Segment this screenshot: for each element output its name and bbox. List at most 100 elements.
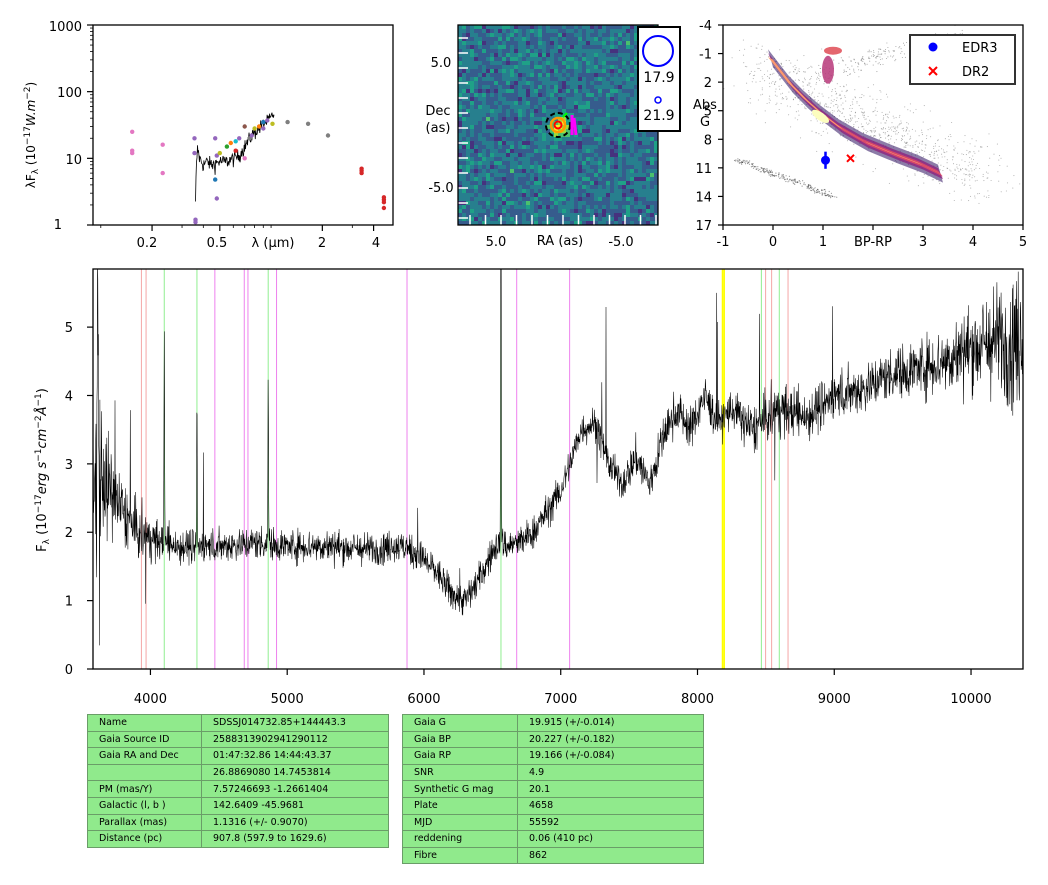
image-pixel <box>514 89 519 94</box>
hrd-star <box>815 81 818 84</box>
image-pixel <box>554 133 559 138</box>
hrd-star <box>964 178 966 180</box>
image-pixel <box>498 105 503 110</box>
image-pixel <box>570 217 575 222</box>
image-pixel <box>590 133 595 138</box>
hrd-star <box>780 62 782 64</box>
image-pixel <box>566 181 571 186</box>
hrd-star <box>752 167 755 169</box>
image-pixel <box>610 217 615 222</box>
image-pixel <box>630 45 635 50</box>
hrd-star <box>780 84 783 87</box>
image-pixel <box>478 41 483 46</box>
image-pixel <box>650 217 655 222</box>
image-pixel <box>554 85 559 90</box>
hrd-star <box>735 159 737 161</box>
hrd-star <box>864 62 866 64</box>
image-pixel <box>490 177 495 182</box>
image-pixel <box>466 93 471 98</box>
image-pixel <box>502 197 507 202</box>
image-pixel <box>590 61 595 66</box>
image-pixel <box>522 177 527 182</box>
image-pixel <box>610 37 615 42</box>
image-pixel <box>578 153 583 158</box>
hrd-star <box>836 92 838 94</box>
hrd-star <box>975 140 977 142</box>
image-pixel <box>534 173 539 178</box>
image-pixel <box>458 181 463 186</box>
image-pixel <box>622 105 627 110</box>
image-pixel <box>546 77 551 82</box>
image-pixel <box>534 45 539 50</box>
image-pixel <box>614 145 619 150</box>
image-pixel <box>570 205 575 210</box>
image-pixel <box>614 41 619 46</box>
image-pixel <box>526 65 531 70</box>
image-pixel <box>606 153 611 158</box>
image-pixel <box>522 157 527 162</box>
image-pixel <box>626 209 631 214</box>
image-pixel <box>582 125 587 130</box>
hrd-star <box>884 51 886 53</box>
image-pixel <box>558 53 563 58</box>
image-pixel <box>526 121 531 126</box>
hrd-star <box>808 188 810 190</box>
image-pixel <box>570 141 575 146</box>
image-pixel <box>634 81 639 86</box>
image-pixel <box>634 189 639 194</box>
image-pixel <box>470 197 475 202</box>
info-value: 01:47:32.86 14:44:43.37 <box>201 747 389 765</box>
image-pixel <box>570 185 575 190</box>
image-pixel <box>470 73 475 78</box>
hrd-star <box>814 190 816 193</box>
image-pixel <box>566 177 571 182</box>
hrd-star <box>764 80 766 82</box>
image-pixel <box>594 45 599 50</box>
hrd-star <box>819 192 821 194</box>
image-pixel <box>574 153 579 158</box>
image-pixel <box>594 125 599 130</box>
hrd-star <box>810 75 813 78</box>
image-pixel <box>510 181 515 186</box>
hrd-star <box>803 71 805 73</box>
image-pixel <box>542 125 547 130</box>
hrd-star <box>766 51 768 53</box>
hrd-star <box>916 170 918 172</box>
image-pixel <box>494 213 499 218</box>
hrd-star <box>872 64 874 66</box>
hrd-star <box>750 102 752 104</box>
image-pixel <box>650 153 655 158</box>
image-pixel <box>458 93 463 98</box>
image-pixel <box>474 161 479 166</box>
image-pixel <box>546 45 551 50</box>
image-pixel <box>478 33 483 38</box>
image-pixel <box>614 197 619 202</box>
image-pixel <box>478 109 483 114</box>
image-pixel <box>518 185 523 190</box>
hrd-star <box>856 120 858 123</box>
spectrum-flux-line <box>93 269 1023 646</box>
image-pixel <box>514 97 519 102</box>
image-pixel <box>618 53 623 58</box>
image-pixel <box>466 105 471 110</box>
image-pixel <box>474 81 479 86</box>
hrd-star <box>938 149 940 151</box>
image-pixel <box>602 45 607 50</box>
hrd-star <box>956 166 958 168</box>
hrd-star <box>966 149 968 151</box>
hrd-star <box>843 69 845 71</box>
image-legend: 17.9 21.9 <box>637 26 681 132</box>
hrd-star <box>768 77 770 79</box>
image-pixel <box>538 177 543 182</box>
image-pixel <box>638 193 643 198</box>
image-pixel <box>542 69 547 74</box>
hrd-star <box>892 130 894 132</box>
image-pixel <box>558 33 563 38</box>
hrd-star <box>741 163 743 165</box>
image-pixel <box>594 173 599 178</box>
image-pixel <box>534 41 539 46</box>
image-pixel <box>578 157 583 162</box>
image-pixel <box>610 109 615 114</box>
image-pixel <box>642 221 647 225</box>
